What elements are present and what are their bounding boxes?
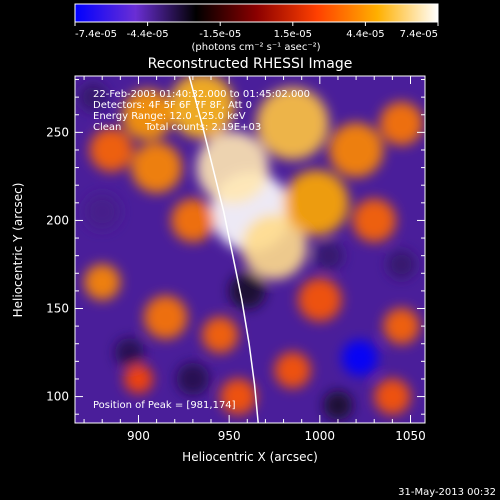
heatmap-blob xyxy=(229,272,266,310)
x-axis-label: Heliocentric X (arcsec) xyxy=(182,450,318,464)
heatmap-blob xyxy=(122,89,173,141)
heatmap-blob xyxy=(314,241,344,271)
colorbar-tick-label: -4.4e-05 xyxy=(127,29,169,40)
annotation-total-counts: Total counts: 2.19E+03 xyxy=(144,122,261,133)
colorbar-unit-label: (photons cm⁻² s⁻¹ asec⁻²) xyxy=(191,42,320,53)
annotation-peak-position: Position of Peak = [981,174] xyxy=(93,400,236,411)
x-tick-label: 1050 xyxy=(395,429,426,443)
heatmap-blob xyxy=(241,214,308,280)
heatmap-blob xyxy=(274,352,311,389)
colorbar-tick-label: 4.4e-05 xyxy=(346,29,384,40)
annotation-time-range: 22-Feb-2003 01:40:32.000 to 01:45:02.000 xyxy=(93,89,310,100)
heatmap-blob xyxy=(169,76,235,139)
axes: 900 950 1000 1050 100 150 200 250 xyxy=(46,76,426,443)
colorbar-tick-label: 1.5e-05 xyxy=(274,29,312,40)
x-tick-label: 900 xyxy=(127,429,150,443)
annotation-detectors: Detectors: 4F 5F 6F 7F 8F, Att 0 xyxy=(93,100,252,111)
heatmap-blob xyxy=(383,307,420,345)
heatmap-blob xyxy=(256,87,329,160)
colorbar-ticks: -7.4e-05 -4.4e-05 -1.5e-05 1.5e-05 4.4e-05 7.… xyxy=(74,22,439,40)
heatmap-blob xyxy=(78,82,108,112)
y-axis-label: Heliocentric Y (arcsec) xyxy=(11,183,25,318)
heatmap-blob xyxy=(196,131,270,204)
y-tick-label: 150 xyxy=(46,302,69,316)
heatmap-blob xyxy=(171,198,215,243)
heatmap-blob xyxy=(379,101,424,146)
colorbar-tick-label: -7.4e-05 xyxy=(75,29,117,40)
plot-frame xyxy=(74,75,426,424)
plot-area xyxy=(75,76,425,423)
solar-limb-curve xyxy=(188,76,259,423)
heatmap-blob xyxy=(298,277,342,322)
footer-timestamp: 31-May-2013 00:32 xyxy=(398,487,496,498)
annotation-energy-range: Energy Range: 12.0 - 25.0 keV xyxy=(93,111,246,122)
heatmap-blob xyxy=(143,295,188,340)
colorbar-tick-label: 7.4e-05 xyxy=(400,29,438,40)
heatmap-blob xyxy=(352,198,396,243)
heatmap-blob xyxy=(123,364,153,394)
x-tick-label: 950 xyxy=(218,429,241,443)
heatmap-blob xyxy=(386,249,416,279)
heatmap-blob xyxy=(283,170,349,236)
heatmap-blob xyxy=(89,128,134,172)
heatmap-blob xyxy=(328,122,384,178)
colorbar xyxy=(74,3,439,23)
heatmap-blob xyxy=(220,378,257,415)
heatmap-blob xyxy=(84,193,121,230)
heatmap-blob xyxy=(131,142,182,193)
annotation-clean: Clean xyxy=(93,122,121,133)
heatmap-blob xyxy=(114,338,144,368)
heatmap-blob xyxy=(84,263,121,301)
heatmap-blob xyxy=(374,378,411,415)
chart-title: Reconstructed RHESSI Image xyxy=(148,56,353,72)
colorbar-tick-label: -1.5e-05 xyxy=(199,29,241,40)
heatmap-blobs xyxy=(78,76,424,420)
heatmap-blob xyxy=(323,390,353,420)
y-tick-label: 200 xyxy=(46,213,69,227)
heatmap-blob xyxy=(201,316,239,354)
y-tick-label: 250 xyxy=(46,125,69,139)
heatmap-blob xyxy=(341,339,378,376)
heatmap-blob xyxy=(176,362,210,396)
y-tick-label: 100 xyxy=(46,390,69,404)
x-tick-label: 1000 xyxy=(305,429,336,443)
